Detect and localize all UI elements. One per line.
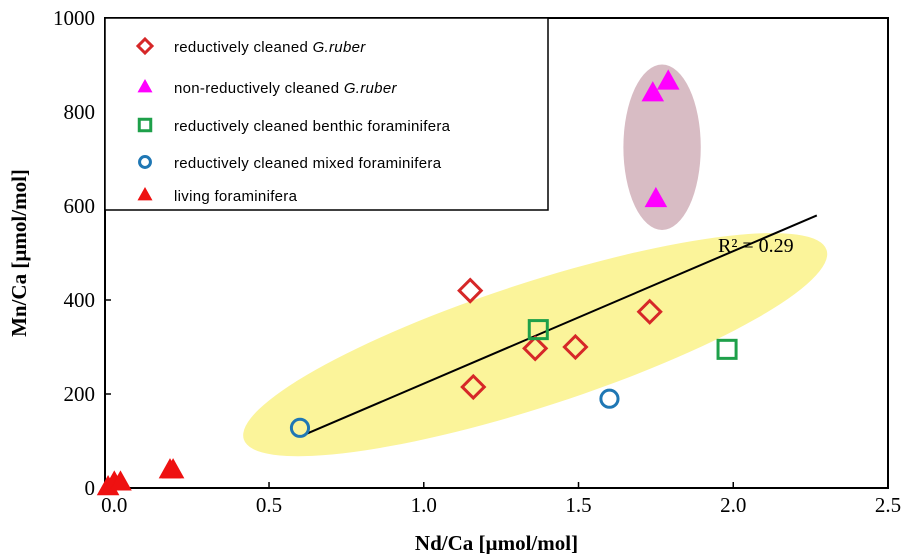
data-point (599, 388, 620, 409)
legend-label: reductively cleaned G.ruber (174, 39, 366, 56)
highlight-layer (243, 64, 828, 457)
data-point (522, 335, 549, 362)
highlight-ellipse-2 (623, 64, 701, 230)
data-point (527, 319, 549, 341)
y-tick-label: 200 (64, 382, 96, 406)
highlight-ellipse-1 (243, 233, 828, 457)
x-tick-label: 1.0 (411, 493, 437, 517)
legend-marker (137, 78, 153, 93)
legend-label: reductively cleaned mixed foraminifera (174, 155, 442, 172)
trendline (305, 214, 818, 435)
r-squared-annotation: R² = 0.29 (718, 235, 794, 257)
data-point (644, 186, 668, 208)
legend-marker (137, 186, 153, 201)
data-point (457, 277, 484, 304)
y-tick-label: 1000 (53, 6, 95, 30)
legend-marker (138, 155, 152, 169)
y-tick-label: 800 (64, 100, 96, 124)
y-tick-label: 0 (85, 476, 96, 500)
data-point (641, 81, 665, 102)
x-tick-label: 2.0 (720, 493, 746, 517)
data-point (656, 69, 680, 90)
data-point (289, 417, 311, 438)
x-tick-label: 0.0 (101, 493, 127, 517)
axes: 0.0 0.5 1.0 1.5 2.0 2.5 0 200 400 600 800 1000 (53, 6, 901, 517)
x-tick-label: 1.5 (565, 493, 591, 517)
x-axis-title: Nd/Ca [µmol/mol] (415, 531, 578, 554)
x-tick-label: 2.5 (875, 493, 901, 517)
legend-box (104, 17, 549, 211)
data-point (562, 333, 589, 361)
legend-label: reductively cleaned benthic foraminifera (174, 118, 451, 135)
legend-label: non-reductively cleaned G.ruber (174, 80, 397, 97)
data-points (96, 69, 738, 496)
x-tick-label: 0.5 (256, 493, 282, 517)
data-point (636, 298, 663, 325)
legend-marker (137, 117, 153, 133)
data-point (109, 470, 132, 491)
y-axis-title: Mn/Ca [µmol/mol] (7, 169, 31, 337)
legend-marker (135, 36, 155, 56)
legend: reductively cleaned G.ruber non-reductive… (104, 17, 549, 211)
legend-label: living foraminifera (174, 188, 298, 205)
data-point (161, 458, 185, 479)
data-point (716, 338, 738, 360)
y-tick-label: 600 (64, 194, 96, 218)
data-point (460, 373, 487, 401)
trendline-layer (305, 214, 818, 435)
y-tick-label: 400 (64, 288, 96, 312)
